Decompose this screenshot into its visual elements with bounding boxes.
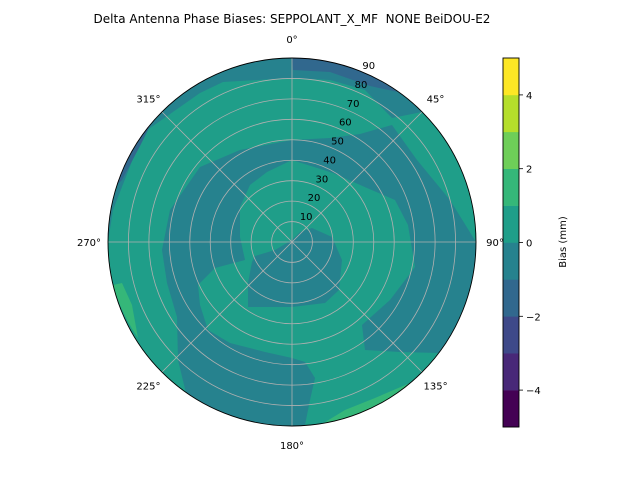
angle-tick-label: 90° (486, 238, 504, 249)
angle-tick-label: 225° (136, 382, 160, 393)
angle-tick-label: 45° (427, 94, 445, 105)
contour-band-1-to-2-left (113, 283, 138, 338)
radial-tick-label: 20 (308, 193, 321, 204)
colorbar-band (503, 205, 519, 243)
colorbar-tick-label: 0 (526, 239, 532, 250)
contour-band-1-to-2-bottom (322, 383, 410, 424)
colorbar-tick-label: 4 (526, 91, 532, 102)
angle-tick-label: 135° (423, 382, 447, 393)
radial-tick-label: 10 (300, 212, 313, 223)
colorbar-tick-label: 2 (526, 165, 532, 176)
colorbar: −4 −2 0 2 4 (502, 57, 541, 428)
grid-spoke (291, 241, 423, 373)
colorbar-band (503, 242, 519, 280)
colorbar-tick-label: −4 (526, 386, 541, 397)
angle-tick-labels: 0° 45° 90° 135° 180° 225° 270° 315° (77, 35, 504, 452)
angle-tick-label: 180° (280, 441, 304, 452)
colorbar-band (503, 94, 519, 133)
colorbar-band (503, 168, 519, 206)
radial-tick-label: 90 (362, 61, 375, 72)
grid-spoke (161, 111, 293, 243)
colorbar-label: Bias (mm) (558, 216, 569, 268)
colorbar-band (503, 58, 519, 96)
radial-tick-label: 50 (331, 137, 344, 148)
grid-spoke (161, 241, 293, 373)
colorbar-band (503, 131, 519, 169)
radial-tick-labels: 10 20 30 40 50 60 70 80 90 (300, 61, 375, 223)
contour-band-minus2-to-minus1-top (292, 58, 398, 92)
contour-center-blob (248, 228, 342, 307)
angle-tick-label: 270° (77, 238, 101, 249)
contour-band-minus2-to-minus1-left (117, 124, 151, 185)
colorbar-band (503, 353, 519, 391)
radial-tick-label: 60 (339, 118, 352, 129)
radial-tick-label: 70 (347, 99, 360, 110)
contour-band-0-to-1-outer (108, 78, 476, 393)
polar-frame (107, 57, 477, 427)
colorbar-tick-label: −2 (526, 312, 541, 323)
angle-tick-label: 0° (286, 35, 297, 46)
radial-tick-label: 80 (355, 80, 368, 91)
polar-grid (108, 58, 476, 426)
colorbar-band (503, 316, 519, 354)
colorbar-band (503, 279, 519, 317)
grid-spoke (291, 111, 423, 243)
colorbar-band (503, 390, 519, 428)
angle-tick-label: 315° (136, 94, 160, 105)
radial-tick-label: 30 (315, 174, 328, 185)
radial-tick-label: 40 (323, 155, 336, 166)
chart-title: Delta Antenna Phase Biases: SEPPOLANT_X_… (94, 12, 491, 26)
